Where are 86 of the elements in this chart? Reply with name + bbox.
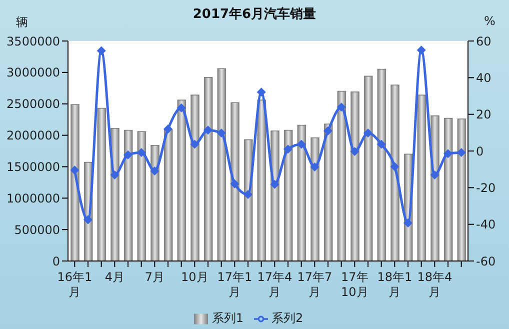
point: [70, 166, 80, 175]
x-tick-label: 17年4月: [257, 270, 292, 299]
point: [216, 128, 226, 138]
bar: [297, 124, 306, 261]
point: [416, 46, 426, 55]
bar: [310, 137, 320, 261]
y2-tick-label: -60: [476, 254, 496, 268]
point: [204, 126, 212, 135]
point: [284, 144, 292, 154]
point: [296, 140, 306, 149]
point: [376, 140, 386, 149]
bar: [97, 108, 106, 261]
point: [96, 46, 106, 56]
bar: [204, 77, 213, 261]
bar: [444, 118, 453, 261]
y-tick-label: 0: [52, 254, 60, 268]
x-tick-label: 17年10月: [341, 270, 368, 299]
point: [336, 102, 346, 112]
y2-tick-label: 0: [476, 144, 484, 158]
bar: [337, 90, 346, 261]
bar: [190, 94, 200, 261]
bar: [230, 102, 240, 261]
x-tick-label: 7月: [144, 270, 164, 284]
point: [84, 215, 92, 224]
bar: [244, 139, 253, 261]
point: [124, 150, 132, 160]
x-tick-label: 17年1月: [217, 270, 252, 299]
bar: [164, 129, 173, 261]
bar: [417, 94, 426, 261]
bar: [324, 124, 333, 261]
x-tick-label: 16年1月: [57, 270, 92, 299]
y-tick-label: 3500000: [6, 34, 60, 48]
bar: [284, 130, 293, 261]
point: [230, 179, 240, 188]
x-tick-label: 18年1月: [377, 270, 412, 299]
y2-axis-title: %: [484, 14, 496, 28]
point: [404, 218, 412, 228]
legend-label: 系列2: [272, 311, 304, 325]
point: [176, 103, 186, 112]
bar: [124, 130, 133, 261]
y-tick-label: 2500000: [6, 97, 60, 112]
bar: [150, 144, 160, 261]
y2-tick-label: 60: [476, 34, 492, 48]
y-tick-label: 1500000: [6, 160, 60, 174]
bar: [217, 68, 226, 261]
y2-tick-label: -40: [476, 218, 496, 232]
bar: [270, 130, 280, 261]
x-tick-label: 18年4月: [417, 270, 452, 299]
x-tick-label: 10月: [181, 270, 208, 284]
y-tick-label: 3000000: [6, 66, 60, 80]
y2-tick-label: 40: [476, 70, 492, 85]
point: [350, 147, 360, 156]
point: [310, 162, 320, 172]
point: [150, 166, 160, 176]
point: [364, 128, 372, 138]
point: [190, 140, 200, 149]
bar: [377, 68, 386, 261]
bar: [350, 92, 360, 261]
bar: [177, 100, 186, 261]
x-tick-label: 4月: [104, 270, 124, 284]
y2-tick-label: 20: [476, 108, 492, 122]
bar: [110, 128, 120, 261]
point: [430, 170, 440, 180]
point: [444, 149, 452, 158]
bar: [390, 84, 400, 261]
chart-title: 2017年6月汽车销量: [192, 7, 316, 22]
legend-label: 系列1: [212, 311, 244, 325]
point: [270, 180, 280, 189]
point: [324, 126, 332, 136]
y-tick-label: 2000000: [6, 128, 60, 143]
point: [110, 170, 120, 180]
x-tick-label: 17年7月: [297, 270, 332, 299]
y-tick-label: 1000000: [6, 191, 60, 206]
bar: [137, 131, 146, 261]
y2-tick-label: -20: [476, 180, 496, 195]
point: [256, 88, 266, 97]
bar: [257, 100, 266, 261]
bar: [430, 115, 440, 261]
bar: [457, 118, 466, 261]
y-axis-title: 辆: [16, 14, 28, 31]
bar: [70, 104, 80, 261]
y-tick-label: 500000: [14, 222, 60, 237]
bar: [364, 76, 373, 261]
point: [244, 190, 252, 199]
point: [390, 162, 400, 172]
point: [164, 124, 172, 134]
